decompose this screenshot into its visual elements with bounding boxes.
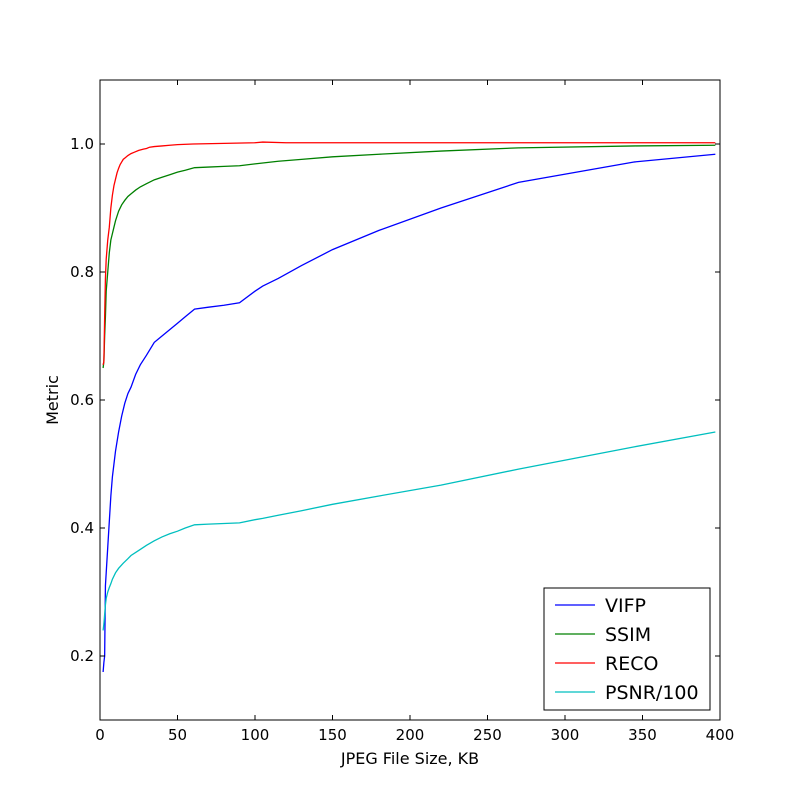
y-axis-label: Metric [43, 375, 62, 425]
y-tick-label: 0.4 [70, 519, 94, 537]
series-line-psnr-100 [102, 431, 716, 631]
legend-label-vifp: VIFP [605, 595, 646, 617]
x-tick-label: 400 [706, 726, 735, 744]
legend-label-reco: RECO [605, 653, 658, 675]
y-tick-label: 0.8 [70, 263, 94, 281]
x-tick-label: 50 [168, 726, 187, 744]
legend-frame [543, 587, 711, 711]
y-tick-label: 1.0 [70, 135, 94, 153]
y-tick-label: 0.6 [70, 391, 94, 409]
y-tick-label: 0.2 [70, 647, 94, 665]
x-tick-label: 250 [473, 726, 502, 744]
legend: VIFP SSIM RECO PSNR/100 [543, 587, 711, 711]
series-line-ssim [102, 144, 716, 369]
series-line-vifp [102, 153, 716, 673]
x-tick-label: 100 [241, 726, 270, 744]
ticks-layer: 0 50 100 150 200 250 300 350 400 0.2 0.4 0.6 0.8 1.0 [70, 80, 734, 744]
legend-label-psnr-100: PSNR/100 [605, 682, 699, 704]
series-layer [102, 141, 716, 673]
x-tick-label: 350 [628, 726, 657, 744]
x-tick-label: 200 [396, 726, 425, 744]
x-axis-label: JPEG File Size, KB [340, 749, 479, 768]
legend-label-ssim: SSIM [605, 624, 651, 646]
series-line-reco [102, 141, 716, 365]
x-tick-label: 150 [318, 726, 347, 744]
x-tick-label: 0 [95, 726, 105, 744]
x-tick-label: 300 [551, 726, 580, 744]
